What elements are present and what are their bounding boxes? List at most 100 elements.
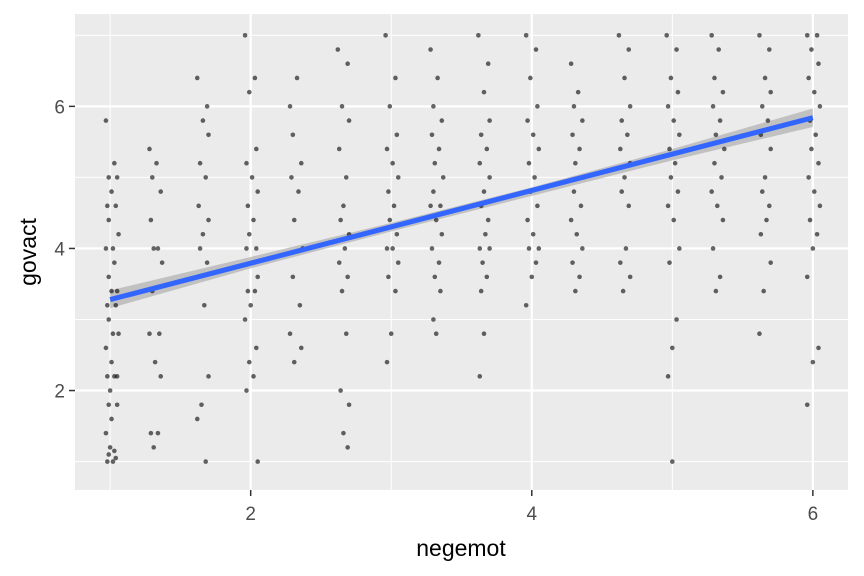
data-point [113, 203, 119, 209]
data-point [719, 175, 724, 180]
data-point [194, 75, 200, 81]
data-point [674, 317, 679, 322]
data-point [294, 75, 300, 81]
data-point [393, 288, 398, 294]
data-point [526, 246, 532, 251]
data-point [485, 217, 491, 223]
data-point [766, 47, 772, 52]
data-point [432, 274, 438, 280]
data-point [339, 288, 345, 294]
data-point [291, 217, 297, 223]
data-point [114, 175, 120, 180]
data-point [113, 302, 119, 308]
data-point [391, 203, 397, 209]
data-point [766, 203, 772, 209]
data-point [619, 189, 625, 194]
data-point [254, 345, 259, 351]
data-point [438, 288, 443, 294]
data-point [343, 175, 349, 180]
data-point [341, 203, 346, 209]
data-point [246, 231, 252, 237]
data-point [197, 246, 203, 251]
data-point [112, 160, 117, 166]
data-point [335, 47, 341, 52]
data-point [110, 459, 116, 464]
data-point [674, 47, 679, 52]
data-point [290, 132, 296, 138]
data-point [433, 331, 439, 337]
data-point [816, 61, 821, 67]
data-point [811, 89, 817, 95]
data-point [339, 104, 345, 109]
data-point [254, 246, 259, 251]
data-point [484, 274, 490, 280]
data-point [289, 175, 294, 180]
data-point [623, 246, 629, 251]
data-point [199, 402, 204, 408]
data-point [287, 104, 293, 109]
data-point [206, 217, 211, 223]
data-point [148, 430, 154, 436]
data-point [665, 104, 671, 109]
data-point [810, 246, 816, 251]
data-point [620, 288, 626, 294]
data-point [664, 33, 669, 38]
data-point [439, 231, 445, 237]
data-point [665, 203, 671, 209]
data-point [580, 118, 585, 123]
data-point [252, 75, 258, 81]
data-point [667, 146, 672, 152]
data-point [668, 175, 674, 180]
data-point [106, 274, 112, 280]
data-point [197, 160, 203, 166]
data-point [768, 146, 773, 152]
y-tick-label: 4 [54, 239, 65, 260]
data-point [627, 274, 633, 280]
data-point [150, 175, 155, 180]
data-point [103, 246, 109, 251]
data-point [768, 260, 773, 265]
fit-line-layer [109, 115, 814, 303]
data-point [387, 104, 393, 109]
data-point [710, 104, 716, 109]
data-point [206, 132, 211, 138]
data-point [384, 359, 390, 365]
data-point [106, 175, 112, 180]
data-point [810, 359, 816, 365]
data-point [528, 75, 533, 81]
data-point [203, 175, 209, 180]
data-point [394, 132, 400, 138]
data-point [533, 260, 539, 265]
data-point [251, 374, 256, 379]
data-point [395, 260, 401, 265]
data-point [244, 246, 249, 251]
data-point [203, 459, 209, 464]
data-point [477, 160, 483, 166]
data-point [525, 118, 530, 123]
data-point [710, 246, 716, 251]
data-point [762, 75, 768, 81]
data-point [151, 246, 157, 251]
data-point [116, 231, 121, 237]
x-axis-ticks: 2 4 6 [245, 490, 818, 525]
y-tick-label: 2 [54, 382, 65, 403]
data-point [570, 132, 575, 138]
data-point [394, 231, 400, 237]
data-point [255, 459, 261, 464]
data-point [536, 146, 542, 152]
data-point [246, 359, 252, 365]
data-point [526, 160, 532, 166]
data-point [577, 274, 582, 280]
data-point [532, 175, 537, 180]
data-point [242, 317, 248, 322]
data-point [298, 160, 304, 166]
data-point [480, 260, 485, 265]
data-point [432, 160, 438, 166]
data-point [713, 132, 719, 138]
data-point [204, 104, 210, 109]
data-point [112, 260, 117, 265]
data-point [768, 89, 773, 95]
data-point [154, 160, 159, 166]
data-point [535, 203, 540, 209]
data-point [483, 231, 488, 237]
